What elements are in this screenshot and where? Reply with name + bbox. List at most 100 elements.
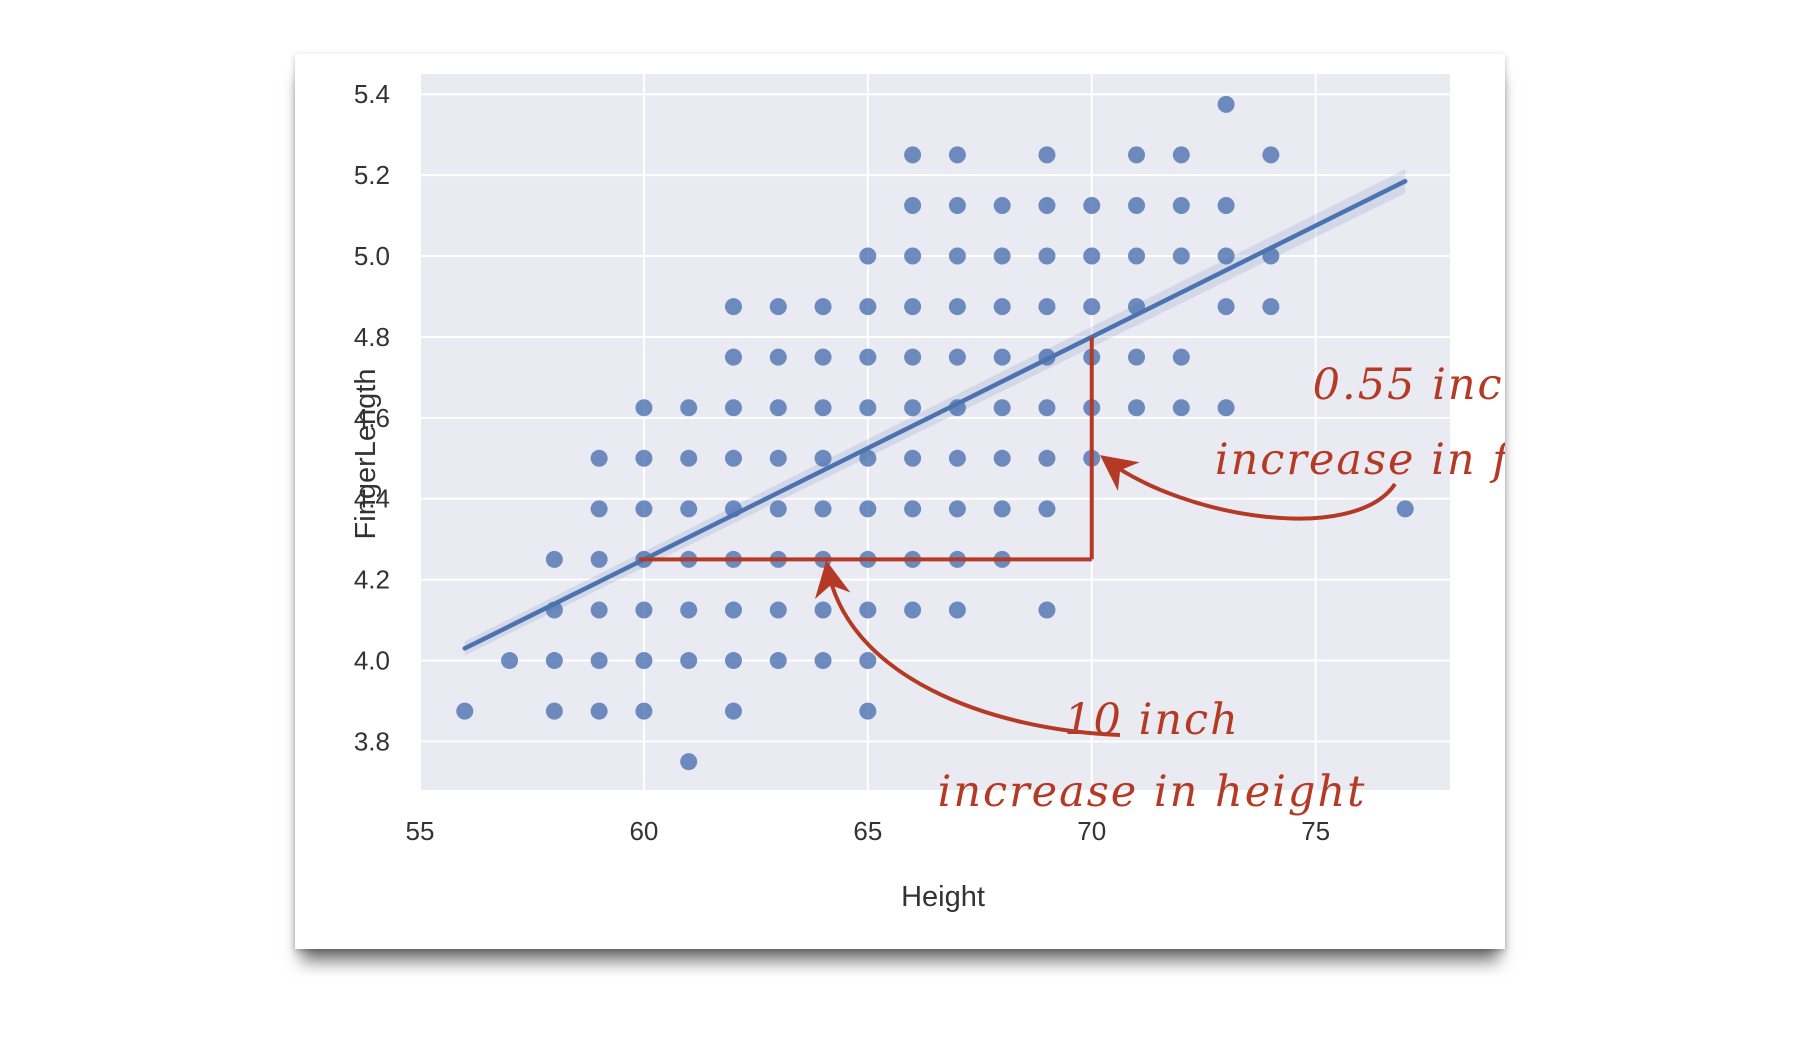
data-point xyxy=(859,652,877,670)
y-tick-label: 5.2 xyxy=(354,160,390,190)
data-point xyxy=(769,298,787,316)
finger-annotation-line-2: increase in finger xyxy=(1215,435,1505,485)
data-point xyxy=(1083,196,1101,214)
data-point xyxy=(948,196,966,214)
data-point xyxy=(1217,298,1235,316)
finger-annotation-arrow xyxy=(1099,455,1397,521)
y-tick-label: 4.4 xyxy=(354,484,390,514)
data-point xyxy=(769,399,787,417)
data-point xyxy=(859,399,877,417)
data-point xyxy=(859,247,877,265)
data-point xyxy=(590,449,608,467)
data-point xyxy=(590,652,608,670)
data-point xyxy=(724,298,742,316)
data-point xyxy=(1217,196,1235,214)
data-point xyxy=(1262,146,1280,164)
y-tick-label: 4.0 xyxy=(354,646,390,676)
data-point xyxy=(769,348,787,366)
height-annotation-line-2: increase in height xyxy=(938,767,1367,817)
y-tick-label: 4.2 xyxy=(354,565,390,595)
data-point xyxy=(859,449,877,467)
data-point xyxy=(1038,601,1056,619)
data-point xyxy=(769,500,787,518)
x-tick-label: 70 xyxy=(1077,816,1106,846)
grid-lines xyxy=(419,74,1450,790)
data-point xyxy=(904,298,922,316)
data-point xyxy=(590,550,608,568)
data-point xyxy=(1038,146,1056,164)
x-axis-title: Height xyxy=(901,881,985,913)
data-point xyxy=(769,449,787,467)
data-point xyxy=(635,601,653,619)
data-point xyxy=(904,449,922,467)
x-tick-label: 75 xyxy=(1301,816,1330,846)
data-point xyxy=(1128,399,1146,417)
data-points xyxy=(456,95,1414,771)
y-axis-title: FingerLength xyxy=(350,369,382,540)
data-point xyxy=(904,348,922,366)
y-tick-label: 4.8 xyxy=(354,322,390,352)
annotation-layer xyxy=(638,336,1397,737)
data-point xyxy=(948,146,966,164)
data-point xyxy=(1038,399,1056,417)
data-point xyxy=(993,196,1011,214)
data-point xyxy=(635,449,653,467)
y-tick-label: 4.6 xyxy=(354,403,390,433)
data-point xyxy=(724,399,742,417)
data-point xyxy=(1128,348,1146,366)
data-point xyxy=(859,702,877,720)
data-point xyxy=(814,652,832,670)
data-point xyxy=(1128,146,1146,164)
data-point xyxy=(724,702,742,720)
data-point xyxy=(993,298,1011,316)
height-annotation-arrow xyxy=(815,560,1121,737)
regression-line xyxy=(462,178,1408,651)
data-point xyxy=(859,601,877,619)
y-tick-label: 5.4 xyxy=(354,79,390,109)
data-point xyxy=(904,247,922,265)
data-point xyxy=(456,702,474,720)
data-point xyxy=(1217,95,1235,113)
scatter-plot: 3.8 4.0 4.2 4.4 4.6 4.8 5.0 5.2 5.4 55 60 65 70 75 H… xyxy=(350,74,1505,913)
data-point xyxy=(1396,500,1414,518)
data-point xyxy=(904,196,922,214)
data-point xyxy=(814,399,832,417)
data-point xyxy=(545,652,563,670)
data-point xyxy=(1217,247,1235,265)
data-point xyxy=(769,601,787,619)
data-point xyxy=(904,399,922,417)
data-point xyxy=(1038,449,1056,467)
data-point xyxy=(814,298,832,316)
data-point xyxy=(1038,298,1056,316)
data-point xyxy=(1217,399,1235,417)
data-point xyxy=(1038,247,1056,265)
data-point xyxy=(904,500,922,518)
data-point xyxy=(1128,196,1146,214)
regression-line-layer xyxy=(462,169,1408,656)
data-point xyxy=(948,298,966,316)
data-point xyxy=(1083,298,1101,316)
data-point xyxy=(545,550,563,568)
y-tick-label: 5.0 xyxy=(354,241,390,271)
data-point xyxy=(1262,298,1280,316)
data-point xyxy=(859,500,877,518)
data-point xyxy=(680,652,698,670)
data-point xyxy=(904,146,922,164)
data-point xyxy=(948,247,966,265)
data-point xyxy=(1172,146,1190,164)
data-point xyxy=(948,348,966,366)
data-point xyxy=(724,652,742,670)
data-point xyxy=(724,601,742,619)
data-point xyxy=(545,702,563,720)
data-point xyxy=(680,500,698,518)
data-point xyxy=(635,702,653,720)
data-point xyxy=(904,601,922,619)
data-point xyxy=(501,652,519,670)
data-point xyxy=(1038,196,1056,214)
data-point xyxy=(1128,247,1146,265)
data-point xyxy=(680,449,698,467)
data-point xyxy=(680,753,698,771)
height-annotation-line-1: 10 inch xyxy=(1064,695,1240,745)
data-point xyxy=(635,399,653,417)
data-point xyxy=(590,601,608,619)
